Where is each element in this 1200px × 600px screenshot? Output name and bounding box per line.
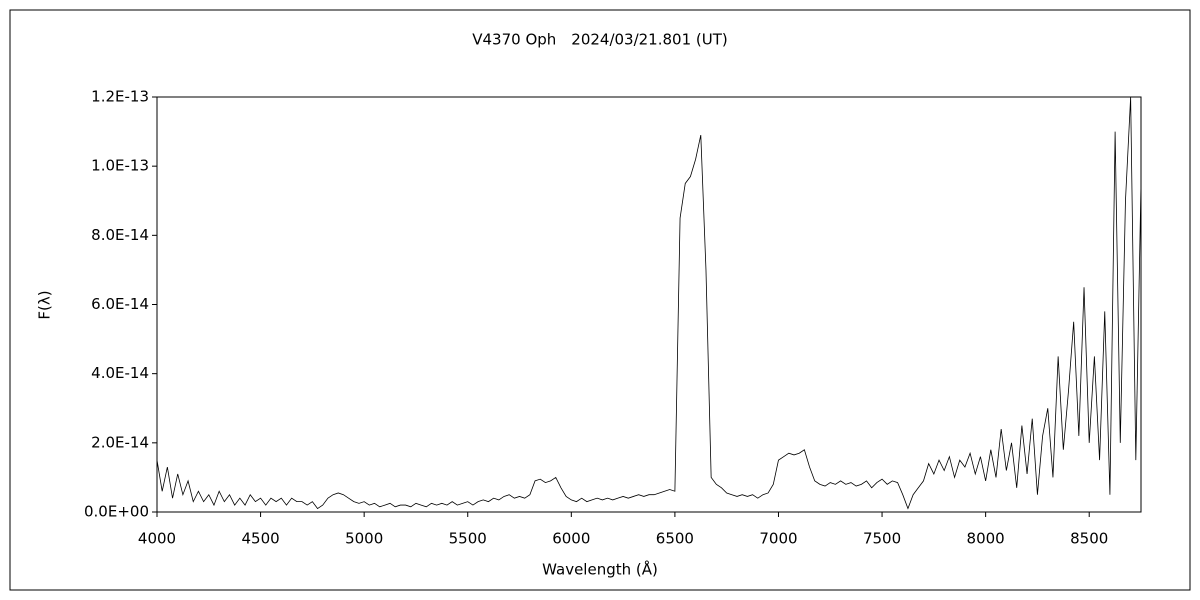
y-tick-label: 1.2E-13 — [91, 88, 149, 106]
y-tick-label: 4.0E-14 — [91, 364, 149, 382]
x-axis-label: Wavelength (Å) — [542, 560, 658, 579]
x-tick-label: 4000 — [138, 530, 176, 548]
chart-border — [9, 9, 1191, 591]
y-axis-label: F(λ) — [36, 290, 54, 319]
y-tick-label: 8.0E-14 — [91, 226, 149, 244]
y-tick-label: 0.0E+00 — [84, 503, 149, 521]
x-tick-label: 8000 — [967, 530, 1005, 548]
x-tick-label: 5000 — [345, 530, 383, 548]
x-tick-label: 6000 — [552, 530, 590, 548]
x-tick-label: 4500 — [241, 530, 279, 548]
x-tick-label: 8500 — [1070, 530, 1108, 548]
x-tick-label: 6500 — [656, 530, 694, 548]
y-tick-label: 1.0E-13 — [91, 157, 149, 175]
y-tick-label: 6.0E-14 — [91, 295, 149, 313]
chart-title: V4370 Oph 2024/03/21.801 (UT) — [472, 31, 728, 49]
x-tick-label: 7500 — [863, 530, 901, 548]
x-tick-label: 5500 — [449, 530, 487, 548]
y-tick-label: 2.0E-14 — [91, 433, 149, 451]
x-tick-label: 7000 — [759, 530, 797, 548]
spectrum-line — [156, 96, 1142, 510]
